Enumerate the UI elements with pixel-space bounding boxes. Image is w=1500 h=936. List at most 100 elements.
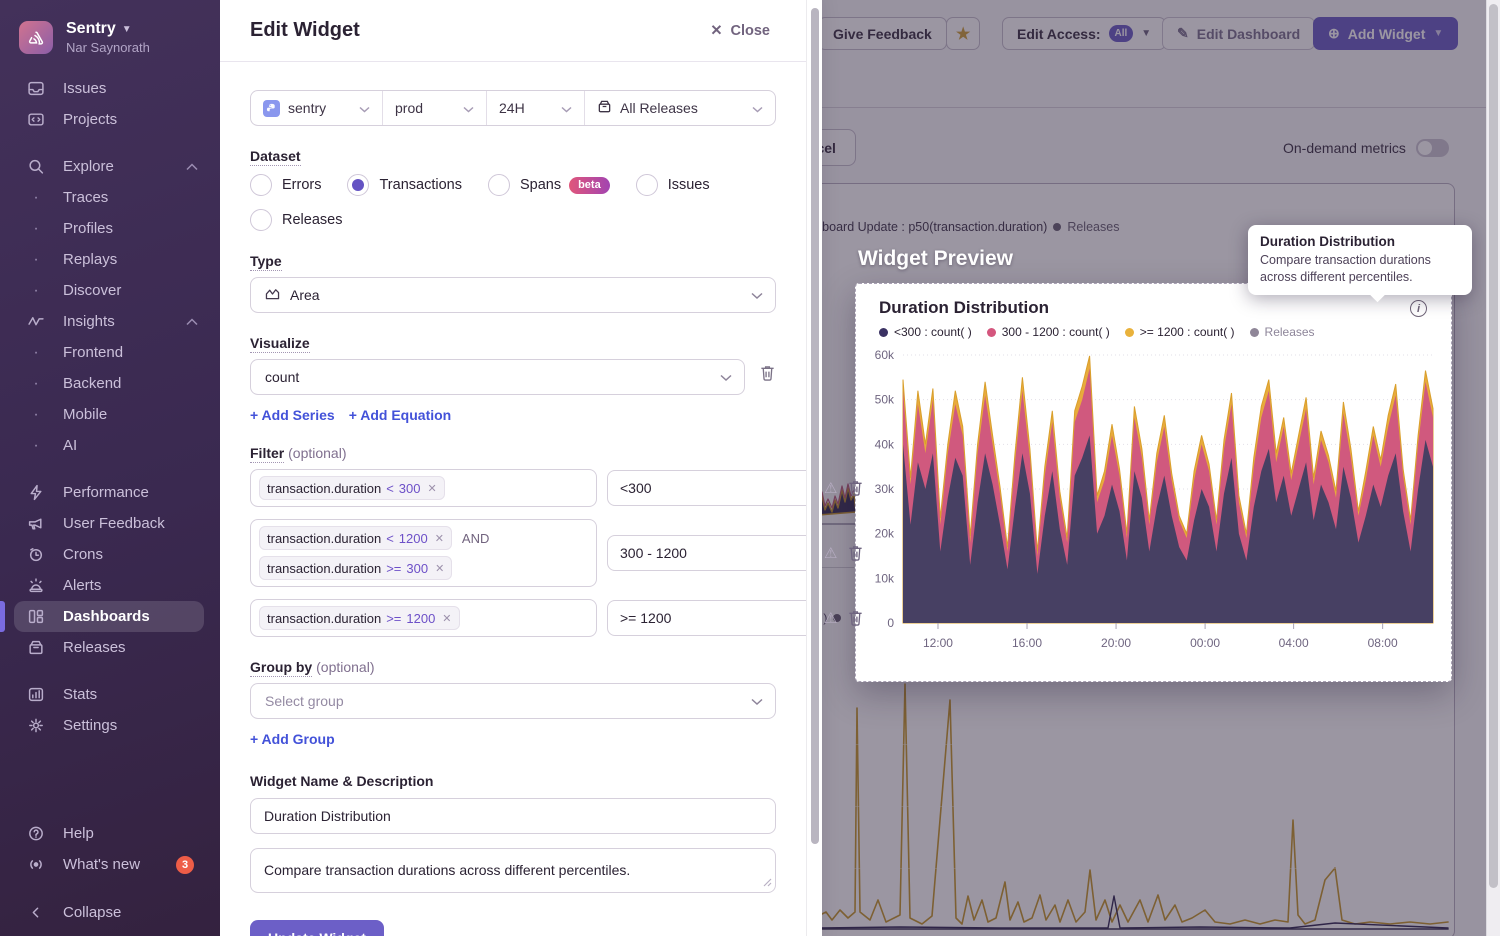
- modal-scrollbar-thumb[interactable]: [811, 8, 819, 844]
- type-select[interactable]: Area: [250, 277, 776, 313]
- radio-label: Errors: [282, 177, 322, 193]
- sidebar-item-settings[interactable]: Settings: [0, 710, 220, 741]
- sidebar-item-label: Explore: [63, 158, 114, 175]
- modal-scrollbar[interactable]: [806, 0, 822, 936]
- filter-row-1: transaction.duration<300✕ ⚠: [250, 469, 863, 507]
- add-series-link[interactable]: + Add Series: [250, 407, 335, 423]
- sidebar-item-user-feedback[interactable]: User Feedback: [0, 508, 220, 539]
- project-selector[interactable]: sentry: [251, 91, 383, 125]
- sidebar-item-mobile[interactable]: · Mobile: [0, 399, 220, 430]
- sidebar-item-ai[interactable]: · AI: [0, 430, 220, 461]
- legend-dot-icon: [1053, 223, 1062, 231]
- dataset-radio-transactions[interactable]: Transactions: [347, 174, 462, 196]
- tooltip-title: Duration Distribution: [1260, 234, 1395, 249]
- widget-description-input[interactable]: Compare transaction durations across dif…: [250, 848, 776, 893]
- sidebar-item-backend[interactable]: · Backend: [0, 368, 220, 399]
- sidebar-item-frontend[interactable]: · Frontend: [0, 337, 220, 368]
- page-scrollbar[interactable]: [1486, 0, 1500, 936]
- sidebar-item-label: Insights: [63, 313, 115, 330]
- page-scrollbar-thumb[interactable]: [1489, 4, 1498, 888]
- projects-icon: [26, 111, 46, 128]
- sidebar-item-discover[interactable]: · Discover: [0, 275, 220, 306]
- delete-filter-button[interactable]: [847, 609, 864, 627]
- dataset-radio-spans[interactable]: Spans beta: [487, 174, 610, 196]
- give-feedback-button[interactable]: Give Feedback: [818, 17, 947, 50]
- filter-search-input[interactable]: transaction.duration <1200 ✕ AND transaction…: [250, 519, 597, 587]
- delete-series-button[interactable]: [759, 364, 776, 382]
- visualize-select[interactable]: count: [250, 359, 745, 395]
- resize-grip-icon[interactable]: [763, 874, 772, 892]
- remove-token-icon[interactable]: ✕: [427, 482, 437, 495]
- bullet-icon: ·: [33, 281, 39, 299]
- delete-filter-button[interactable]: [847, 479, 864, 497]
- remove-token-icon[interactable]: ✕: [434, 532, 444, 545]
- on-demand-metrics-toggle[interactable]: [1415, 139, 1449, 157]
- sidebar-item-projects[interactable]: Projects: [0, 104, 220, 135]
- filter-alias-input[interactable]: [607, 535, 814, 571]
- chevron-up-icon[interactable]: [186, 313, 198, 330]
- info-icon[interactable]: i: [1410, 300, 1427, 317]
- svg-text:20:00: 20:00: [1101, 636, 1131, 650]
- favorite-star-button[interactable]: ★: [946, 17, 981, 50]
- add-equation-link[interactable]: + Add Equation: [348, 407, 452, 423]
- broadcast-icon: [26, 856, 46, 873]
- filter-token[interactable]: transaction.duration >= 300 ✕: [259, 556, 453, 580]
- dataset-radio-errors[interactable]: Errors: [250, 174, 321, 196]
- dataset-radio-releases[interactable]: Releases: [250, 209, 342, 231]
- background-widget-legend-text: Dashboard Update : p50(transaction.durat…: [793, 220, 1048, 234]
- sidebar-item-collapse[interactable]: Collapse: [0, 897, 220, 928]
- edit-dashboard-button[interactable]: ✎ Edit Dashboard: [1162, 17, 1316, 50]
- filter-alias-input[interactable]: [607, 600, 814, 636]
- sidebar-item-releases[interactable]: Releases: [0, 632, 220, 663]
- legend-item[interactable]: >= 1200 : count( ): [1124, 325, 1235, 339]
- filter-token[interactable]: transaction.duration >= 1200 ✕: [259, 606, 460, 630]
- chevron-down-icon: ▼: [1433, 28, 1444, 39]
- legend-item[interactable]: Releases: [1249, 325, 1315, 339]
- widget-name-input[interactable]: [250, 798, 776, 834]
- sidebar-item-help[interactable]: Help: [0, 818, 220, 849]
- filter-joiner: AND: [461, 530, 490, 546]
- sidebar-item-alerts[interactable]: Alerts: [0, 570, 220, 601]
- sidebar-item-stats[interactable]: Stats: [0, 679, 220, 710]
- sidebar-item-whats-new[interactable]: What's new 3: [0, 849, 220, 880]
- group-by-select[interactable]: Select group: [250, 683, 776, 719]
- dataset-radio-issues[interactable]: Issues: [635, 174, 710, 196]
- sidebar-item-replays[interactable]: · Replays: [0, 244, 220, 275]
- sidebar-item-issues[interactable]: Issues: [0, 73, 220, 104]
- sidebar-item-explore[interactable]: Explore: [0, 151, 220, 182]
- update-widget-button[interactable]: Update Widget: [250, 920, 384, 936]
- sidebar-item-profiles[interactable]: · Profiles: [0, 213, 220, 244]
- legend-item[interactable]: 300 - 1200 : count( ): [986, 325, 1110, 339]
- filter-search-input[interactable]: transaction.duration >= 1200 ✕: [250, 599, 597, 637]
- org-switcher[interactable]: Sentry ▼ Nar Saynorath: [0, 0, 220, 69]
- environment-selector[interactable]: prod: [383, 91, 487, 125]
- add-group-link[interactable]: + Add Group: [250, 731, 335, 747]
- sidebar-item-traces[interactable]: · Traces: [0, 182, 220, 213]
- remove-token-icon[interactable]: ✕: [435, 562, 445, 575]
- filter-alias-input[interactable]: [607, 470, 814, 506]
- whats-new-badge: 3: [176, 855, 194, 874]
- help-icon: [26, 825, 46, 842]
- releases-selector[interactable]: All Releases: [585, 91, 775, 125]
- time-period-selector[interactable]: 24H: [487, 91, 585, 125]
- releases-icon: [26, 639, 46, 656]
- filter-token[interactable]: transaction.duration <300 ✕: [259, 476, 445, 500]
- widget-info-tooltip: Duration Distribution Compare transactio…: [1248, 225, 1472, 303]
- radio-label: Transactions: [379, 177, 462, 193]
- sidebar-item-dashboards[interactable]: Dashboards: [0, 601, 220, 632]
- sidebar-item-label: Frontend: [63, 344, 124, 361]
- chevron-up-icon[interactable]: [186, 158, 198, 175]
- remove-token-icon[interactable]: ✕: [442, 612, 452, 625]
- sidebar-item-insights[interactable]: Insights: [0, 306, 220, 337]
- edit-access-dropdown[interactable]: Edit Access: All ▼: [1002, 17, 1167, 50]
- add-widget-button[interactable]: ⊕ Add Widget ▼: [1313, 17, 1459, 50]
- dashboards-icon: [26, 608, 46, 625]
- bullet-icon: ·: [33, 343, 39, 361]
- filter-token[interactable]: transaction.duration <1200 ✕: [259, 526, 452, 550]
- sidebar-item-performance[interactable]: Performance: [0, 477, 220, 508]
- delete-filter-button[interactable]: [847, 544, 864, 562]
- filter-search-input[interactable]: transaction.duration <300 ✕: [250, 469, 597, 507]
- close-button[interactable]: ✕ Close: [704, 22, 776, 40]
- legend-item[interactable]: <300 : count( ): [879, 325, 972, 339]
- sidebar-item-crons[interactable]: Crons: [0, 539, 220, 570]
